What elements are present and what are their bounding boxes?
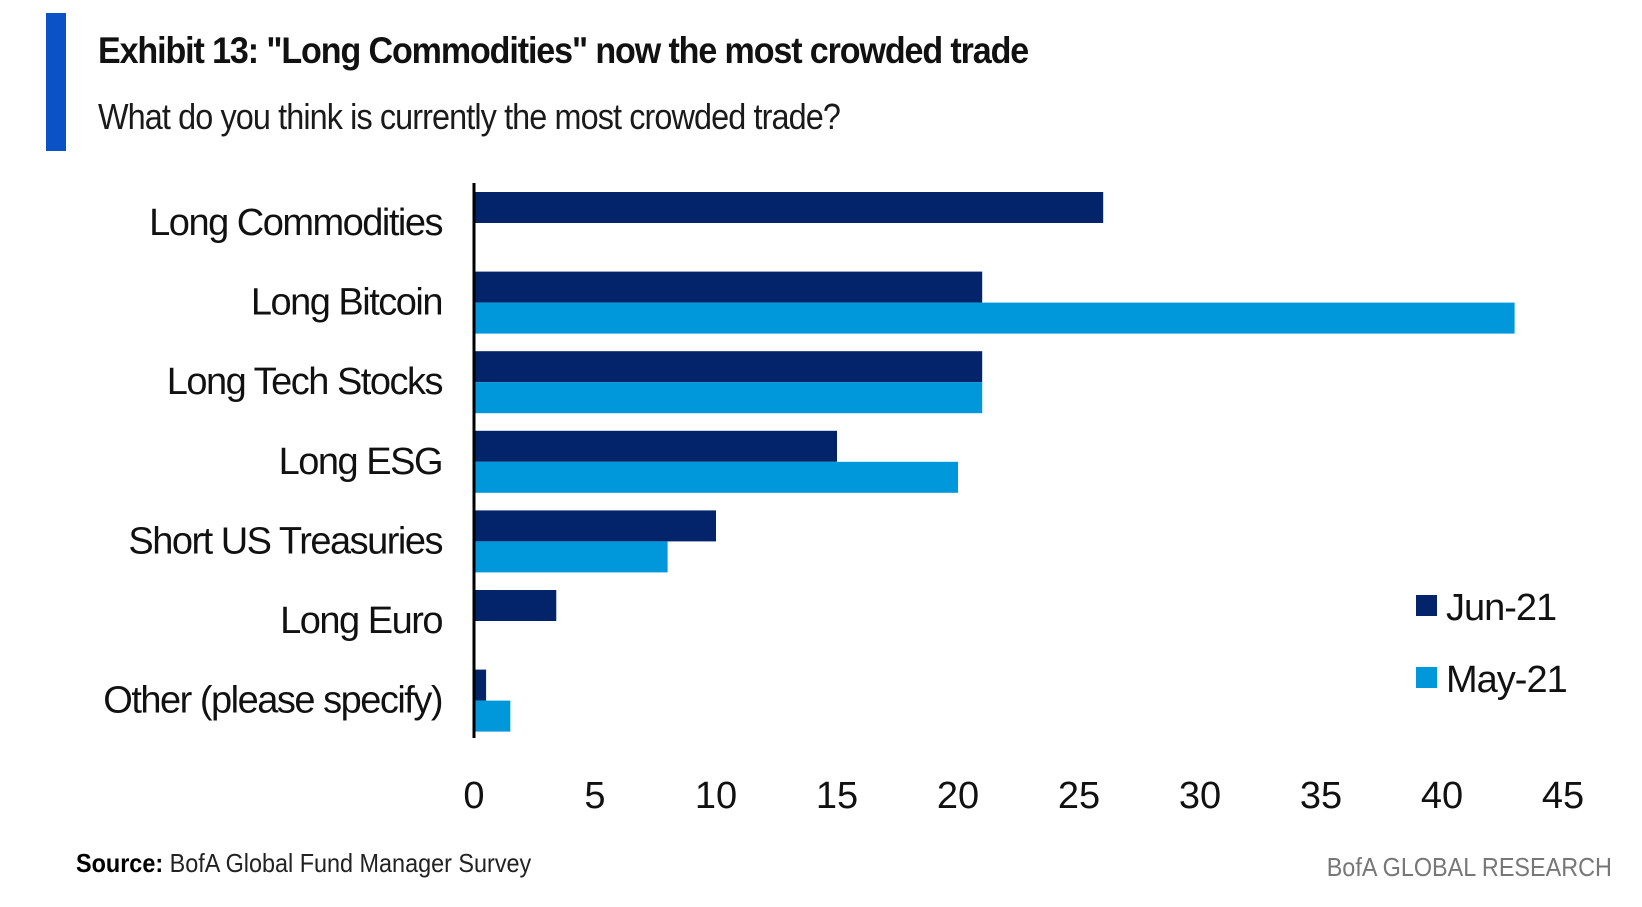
category-label: Long Euro (280, 600, 442, 642)
bar-may-21-6 (474, 700, 511, 732)
bar-jun-21-0 (474, 192, 1104, 223)
source-label: Source: (76, 848, 164, 878)
category-label: Long Bitcoin (251, 282, 442, 324)
category-label: Long Commodities (149, 202, 442, 244)
source-text: BofA Global Fund Manager Survey (163, 848, 532, 878)
chart-title: Exhibit 13: "Long Commodities" now the m… (98, 30, 1029, 71)
bar-may-21-4 (474, 541, 668, 573)
x-tick-label: 25 (1058, 775, 1100, 817)
x-tick-label: 35 (1300, 775, 1342, 817)
category-label: Other (please specify) (103, 680, 442, 722)
bar-may-21-2 (474, 382, 983, 414)
x-tick-label: 45 (1542, 775, 1584, 817)
bar-jun-21-1 (474, 271, 983, 303)
x-tick-label: 40 (1421, 775, 1463, 817)
bar-jun-21-2 (474, 351, 983, 383)
legend-label-jun-21: Jun-21 (1446, 587, 1556, 629)
bar-jun-21-3 (474, 430, 837, 462)
legend: Jun-21 May-21 (1416, 587, 1568, 701)
category-label: Long Tech Stocks (167, 361, 443, 403)
bar-jun-21-4 (474, 510, 716, 542)
bar-jun-21-6 (474, 669, 487, 701)
x-tick-label: 15 (816, 775, 858, 817)
legend-swatch-may-21 (1416, 667, 1437, 688)
category-labels: Long Commodities Long Bitcoin Long Tech St… (103, 202, 444, 722)
accent-bar (46, 13, 66, 151)
bars-group (474, 192, 1515, 732)
bar-may-21-1 (474, 302, 1515, 334)
x-tick-label: 10 (695, 775, 737, 817)
chart-subtitle: What do you think is currently the most … (98, 96, 841, 137)
bar-jun-21-5 (474, 590, 557, 621)
category-label: Short US Treasuries (128, 520, 442, 562)
legend-label-may-21: May-21 (1446, 659, 1567, 701)
x-tick-label: 30 (1179, 775, 1221, 817)
source-note: Source: BofA Global Fund Manager Survey (76, 848, 531, 879)
x-tick-label: 20 (937, 775, 979, 817)
x-tick-labels: 0 5 10 15 20 25 30 35 40 45 (463, 775, 1584, 817)
brand-label: BofA GLOBAL RESEARCH (1326, 852, 1612, 882)
bar-may-21-3 (474, 461, 958, 493)
category-label: Long ESG (279, 441, 442, 483)
x-tick-label: 0 (463, 775, 484, 817)
legend-swatch-jun-21 (1416, 595, 1437, 616)
x-tick-label: 5 (584, 775, 605, 817)
